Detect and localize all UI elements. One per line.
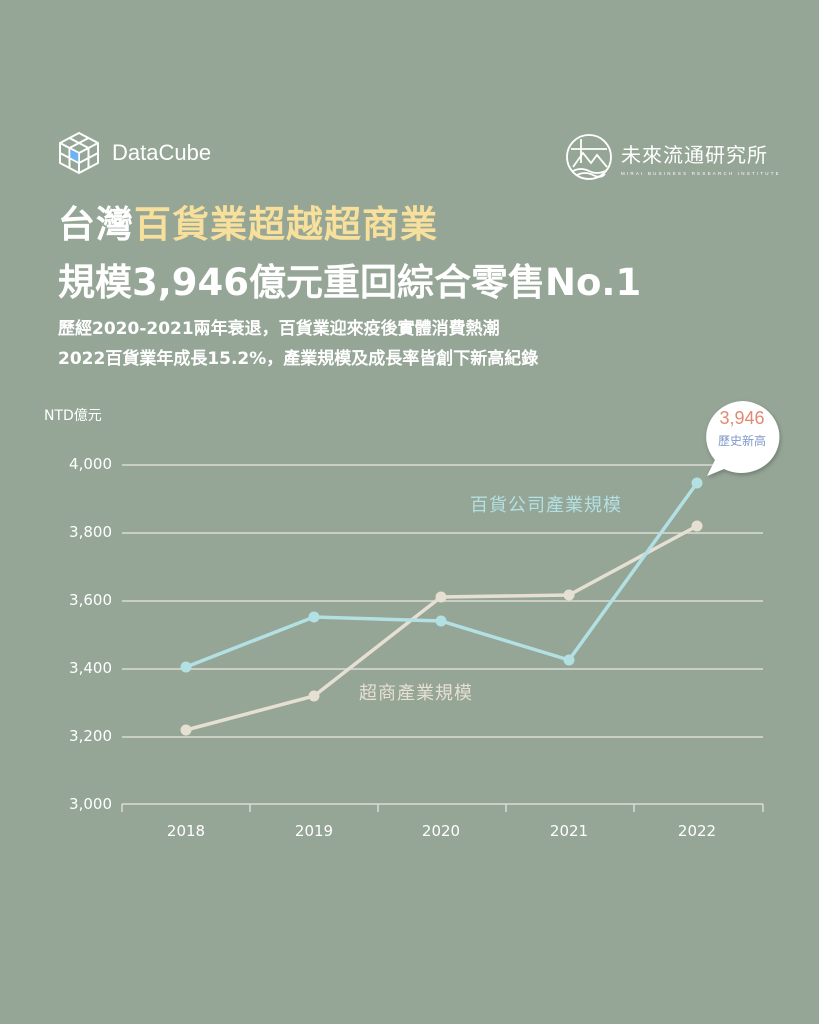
series-department-store: [180, 477, 703, 673]
org-name: 未來流通研究所: [621, 142, 768, 167]
x-tick-2019: 2019: [294, 822, 334, 840]
x-axis: [121, 803, 764, 812]
callout-note: 歷史新高: [717, 434, 766, 448]
record-high-callout: 3,946 歷史新高: [700, 400, 784, 466]
y-tick-3800: 3,800: [69, 523, 112, 541]
y-axis-unit: NTD億元: [44, 408, 102, 424]
headline-line2: 規模3,946億元重回綜合零售No.1: [58, 261, 642, 304]
headline-line1: 台灣百貨業超越超商業: [58, 194, 438, 248]
subtitle-line2: 2022百貨業年成長15.2%，產業規模及成長率皆創下新高紀錄: [58, 349, 539, 369]
y-tick-3200: 3,200: [69, 727, 112, 745]
mirai-logo: 未來流通研究所 MIRAI BUSINESS RESEARCH INSTITUT…: [565, 133, 781, 181]
org-subtitle: MIRAI BUSINESS RESEARCH INSTITUTE: [621, 170, 781, 176]
x-tick-2020: 2020: [421, 822, 461, 840]
gridlines: [122, 464, 763, 738]
mountain-circle-icon: [566, 134, 612, 180]
x-tick-2018: 2018: [166, 822, 206, 840]
series-convenience-store: [180, 520, 703, 736]
brand-name: DataCube: [112, 140, 212, 165]
series-label-department-store: 百貨公司產業規模: [470, 495, 622, 516]
y-tick-3600: 3,600: [69, 591, 112, 609]
series-label-convenience-store: 超商產業規模: [359, 683, 473, 704]
y-tick-4000: 4,000: [69, 455, 112, 473]
datacube-logo: DataCube: [56, 130, 211, 176]
subtitle-line1: 歷經2020-2021兩年衰退，百貨業迎來疫後實體消費熱潮: [58, 319, 500, 339]
y-tick-3000: 3,000: [69, 795, 112, 813]
callout-bubble-shape: [706, 401, 780, 476]
headline-prefix: 台灣: [58, 203, 134, 246]
x-tick-2022: 2022: [677, 822, 717, 840]
x-tick-2021: 2021: [549, 822, 589, 840]
cube-icon: [59, 132, 99, 174]
y-tick-3400: 3,400: [69, 659, 112, 677]
callout-value: 3,946: [719, 408, 765, 428]
headline-highlight: 百貨業超越超商業: [134, 203, 438, 246]
